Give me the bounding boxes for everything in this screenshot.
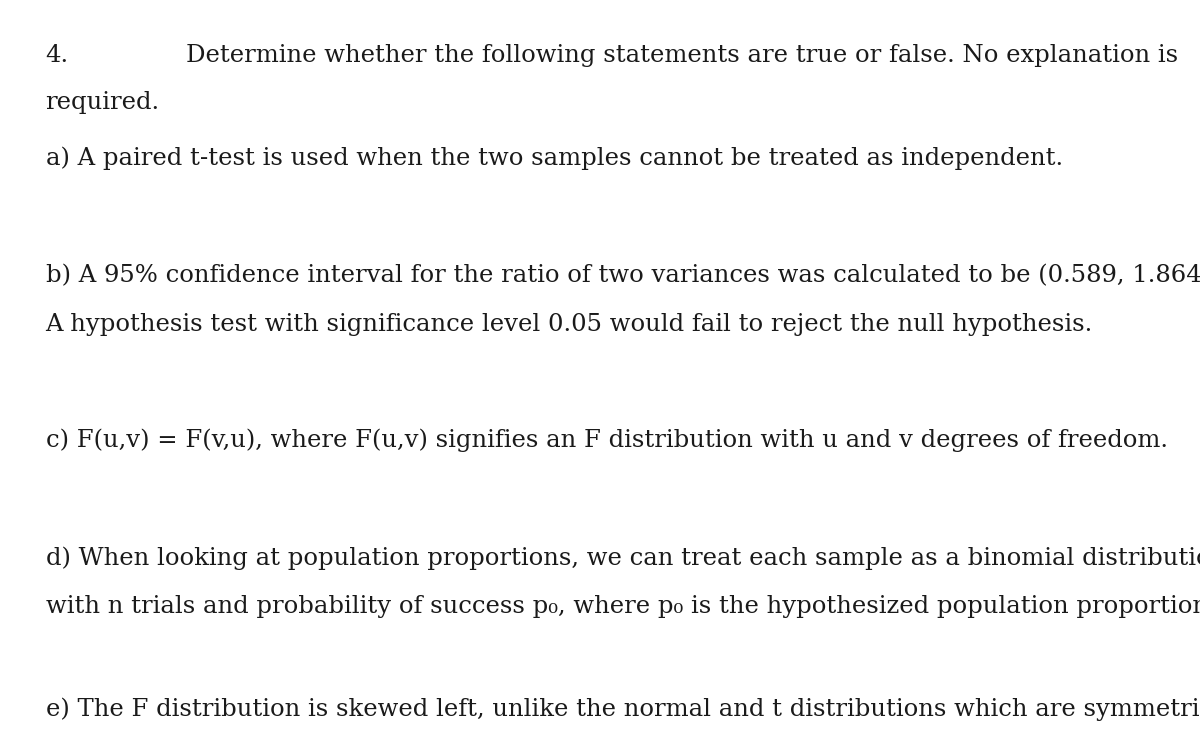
Text: required.: required. xyxy=(46,91,160,114)
Text: 4.: 4. xyxy=(46,44,68,67)
Text: d) When looking at population proportions, we can treat each sample as a binomia: d) When looking at population proportion… xyxy=(46,546,1200,570)
Text: b) A 95% confidence interval for the ratio of two variances was calculated to be: b) A 95% confidence interval for the rat… xyxy=(46,264,1200,287)
Text: a) A paired t-test is used when the two samples cannot be treated as independent: a) A paired t-test is used when the two … xyxy=(46,147,1063,170)
Text: c) F(u,v) = F(v,u), where F(u,v) signifies an F distribution with u and v degree: c) F(u,v) = F(v,u), where F(u,v) signifi… xyxy=(46,429,1168,452)
Text: A hypothesis test with significance level 0.05 would fail to reject the null hyp: A hypothesis test with significance leve… xyxy=(46,313,1093,336)
Text: e) The F distribution is skewed left, unlike the normal and t distributions whic: e) The F distribution is skewed left, un… xyxy=(46,698,1200,721)
Text: Determine whether the following statements are true or false. No explanation is: Determine whether the following statemen… xyxy=(186,44,1178,67)
Text: with n trials and probability of success p₀, where p₀ is the hypothesized popula: with n trials and probability of success… xyxy=(46,595,1200,618)
